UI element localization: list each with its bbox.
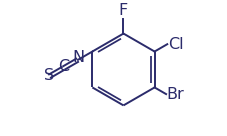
Text: S: S	[44, 68, 54, 83]
Text: Cl: Cl	[168, 37, 184, 52]
Text: C: C	[58, 59, 69, 74]
Text: Br: Br	[167, 87, 185, 102]
Text: N: N	[72, 50, 84, 65]
Text: F: F	[119, 3, 128, 18]
